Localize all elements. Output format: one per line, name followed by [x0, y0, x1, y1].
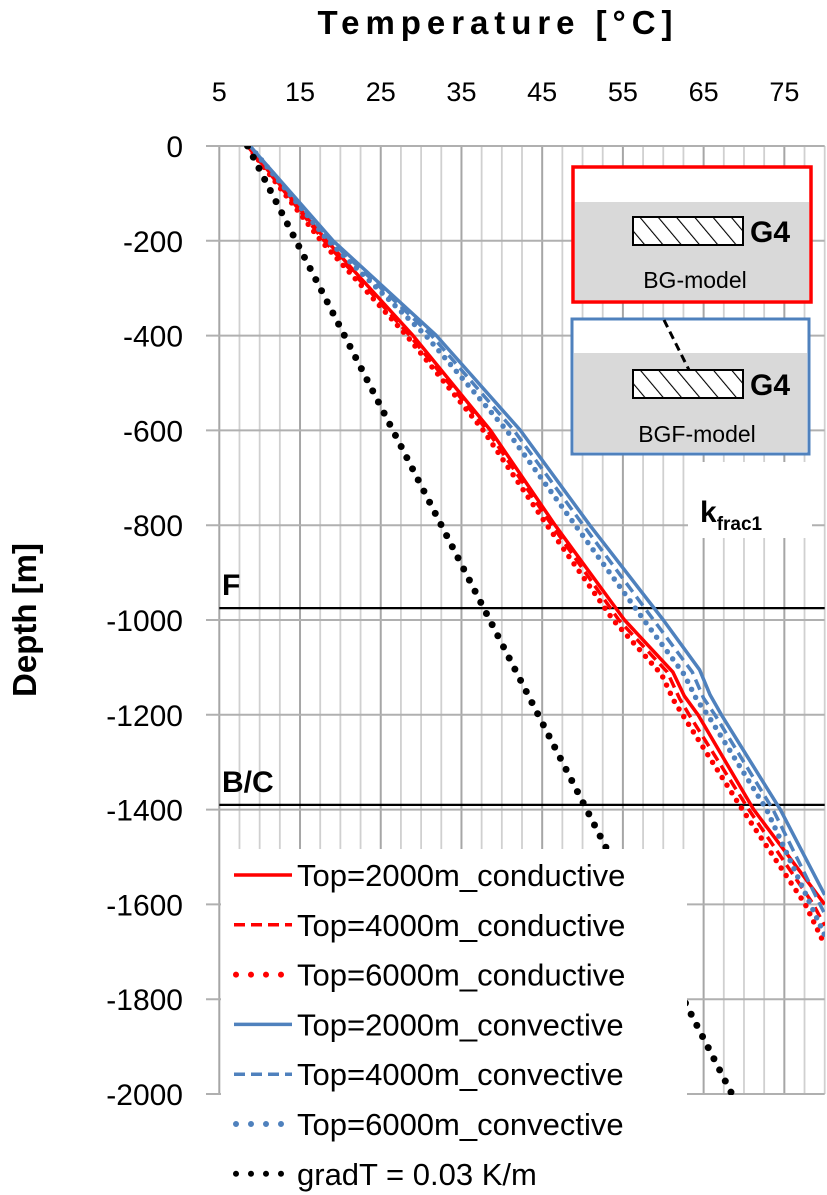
y-tick-labels: 0 -200 -400 -600 -800 -1000 -1200 -1400 -1600 -18… — [106, 131, 183, 1112]
legend-label: Top=4000m_convective — [297, 1057, 624, 1092]
x-tick-label: 75 — [769, 77, 799, 107]
y-axis-title: Depth [m] — [6, 543, 43, 697]
series-line-top-6000m-conductive — [244, 146, 825, 948]
k-frac1-background — [688, 462, 812, 538]
x-tick-label: 15 — [285, 77, 315, 107]
y-tick-label: -1400 — [106, 795, 183, 828]
y-tick-label: -1800 — [106, 984, 183, 1017]
g4-label: G4 — [750, 369, 790, 402]
legend-label: gradT = 0.03 K/m — [297, 1157, 537, 1192]
legend-background — [221, 849, 687, 1195]
legend-label: Top=6000m_conductive — [297, 958, 625, 993]
x-tick-label: 65 — [689, 77, 719, 107]
g4-hatched-unit — [632, 216, 744, 246]
y-tick-label: 0 — [166, 131, 183, 164]
bg-model-inset: G4 BG-model — [571, 165, 813, 304]
series-line-top-2000m-convective — [248, 146, 825, 896]
y-tick-label: -2000 — [106, 1079, 183, 1112]
series-line-top-2000m-conductive — [246, 146, 825, 906]
legend-label: Top=2000m_conductive — [297, 858, 625, 893]
legend: Top=2000m_conductive Top=4000m_conductive… — [221, 849, 687, 1195]
bg-model-label: BG-model — [643, 267, 747, 293]
bgf-model-label: BGF-model — [638, 421, 756, 447]
y-tick-label: -600 — [123, 415, 183, 448]
g4-label: G4 — [750, 216, 790, 249]
y-tick-label: -800 — [123, 510, 183, 543]
series-line-top-6000m-convective — [247, 146, 825, 938]
y-tick-label: -400 — [123, 321, 183, 354]
legend-label: Top=2000m_convective — [297, 1007, 624, 1042]
x-tick-label: 55 — [608, 77, 638, 107]
y-tick-label: -1600 — [106, 889, 183, 922]
y-tick-label: -1000 — [106, 605, 183, 638]
x-tick-labels: 5 15 25 35 45 55 65 75 — [212, 77, 800, 107]
x-tick-label: 5 — [212, 77, 227, 107]
k-frac1-label: kfrac1 — [688, 462, 812, 538]
g4-hatched-unit — [632, 369, 744, 399]
y-tick-label: -1200 — [106, 700, 183, 733]
series-line-top-4000m-convective — [248, 146, 825, 915]
k-main: k — [700, 496, 717, 529]
reference-line-label: B/C — [222, 766, 274, 799]
bgf-model-inset: G4 BGF-model — [570, 317, 811, 456]
legend-label: Top=4000m_conductive — [297, 908, 625, 943]
k-frac1-text: kfrac1 — [700, 496, 763, 535]
legend-label: Top=6000m_convective — [297, 1107, 624, 1142]
reference-lines: F B/C — [219, 569, 825, 806]
y-tick-label: -200 — [123, 226, 183, 259]
reference-line-label: F — [222, 569, 240, 602]
x-axis-title: Temperature [°C] — [318, 4, 673, 41]
fracture-dashed-line — [662, 319, 691, 371]
k-subscript: frac1 — [717, 514, 763, 535]
x-tick-label: 25 — [366, 77, 396, 107]
x-tick-label: 35 — [446, 77, 476, 107]
series-line-top-4000m-conductive — [246, 146, 825, 927]
x-tick-label: 45 — [527, 77, 557, 107]
